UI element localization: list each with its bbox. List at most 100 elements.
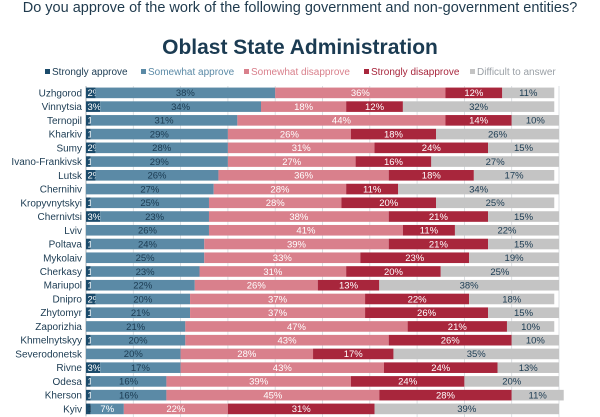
data-label: 28% [270,184,290,195]
bar-segment [365,293,470,305]
data-label: 27% [140,184,160,195]
data-label: 23% [136,267,156,278]
bar-segment [379,279,559,291]
data-label: 28% [436,390,456,401]
data-label: 15% [514,212,534,223]
data-label: 20% [129,335,149,346]
bar-segment [86,128,91,140]
data-label: 11% [519,88,538,99]
bar-segment [237,115,446,126]
bar-segment [86,307,91,319]
category-label: Zhytomyr [40,308,82,319]
bar-segment [90,128,228,140]
bar-segment [227,403,375,415]
data-label: 14% [469,116,489,127]
category-label: Kropyvnytskyi [20,198,82,209]
category-label: Zaporizhia [35,322,82,333]
data-label: 44% [332,116,352,127]
bar-segment [86,293,96,305]
bar-segment [402,101,555,112]
data-label: 20% [124,349,144,360]
bar-segment [194,279,318,291]
data-label: 24% [138,239,158,250]
bar-segment [227,128,351,140]
data-label: 37% [268,308,288,319]
bar-segment [90,334,186,346]
bar-segment [90,403,124,415]
data-label: 15% [514,308,534,319]
data-label: 36% [294,171,314,182]
question-title: Do you approve of the work of the follow… [22,0,578,16]
bar-segment [86,142,96,154]
bar-segment [86,238,91,250]
bar-segment [86,252,205,264]
bar-segment [204,252,361,264]
category-label: Lviv [64,226,82,237]
data-label: 26% [441,335,461,346]
category-label: Uzhgorod [39,88,82,99]
data-label: 35% [467,349,487,360]
data-label: 13% [339,281,359,292]
data-label: 21% [131,308,151,319]
data-label: 17% [344,349,364,360]
data-label: 38% [460,281,480,292]
bar-segment [90,115,238,126]
data-label: 28% [237,349,257,360]
category-label: Lutsk [58,171,83,182]
bar-segment [388,238,489,250]
bar-segment [100,211,209,222]
data-label: 3% [88,102,102,113]
category-label: Severodonetsk [15,349,83,360]
data-label: 2% [88,143,102,154]
data-label: 10% [526,116,546,127]
data-label: 21% [126,322,146,333]
bar-segment [86,224,209,236]
data-label: 15% [514,239,534,250]
bar-segment [86,362,101,373]
data-label: 38% [176,88,196,99]
bar-segment [100,101,262,112]
data-label: 39% [287,239,307,250]
data-label: 20% [133,294,153,305]
bar-segment [95,293,191,305]
legend-label-somewhat-disapprove: Somewhat disapprove [251,67,350,78]
legend-swatch-somewhat-approve [141,69,146,74]
data-label: 23% [405,253,425,264]
bar-segment [86,348,181,360]
data-label: 17% [131,363,151,374]
bar-segment [374,142,489,154]
data-label: 2% [88,294,102,305]
category-label: Ivano-Frankivsk [11,157,83,168]
category-label: Khmelnytskyy [20,336,82,347]
bar-segment [436,197,555,209]
bar-segment [86,376,91,387]
bar-segment [346,101,403,112]
bar-segment [86,403,91,415]
bar-segment [388,334,512,346]
data-label: 28% [152,143,172,154]
bar-segment [86,197,91,209]
bar-segment [180,362,384,373]
legend-label-strongly-approve: Strongly approve [52,67,128,78]
data-label: 20% [384,267,404,278]
data-label: 23% [145,212,165,223]
category-labels: Uzhgorod Vinnytsia Ternopil Kharkiv Sumy Ivan… [11,88,83,415]
data-label: 24% [431,363,451,374]
data-label: 25% [140,198,160,209]
bar-segment [388,211,489,222]
data-label: 21% [429,212,449,223]
bar-segment [393,348,559,360]
bar-segment [86,156,91,167]
category-label: Poltava [49,240,83,251]
bar-segment [502,87,555,99]
category-label: Kherson [45,391,82,402]
bar-segment [90,197,209,209]
legend: Strongly approve Somewhat approve Somewhat… [45,67,556,78]
bar-segment [90,389,167,401]
data-label: 26% [247,281,267,292]
data-label: 41% [296,226,316,237]
data-label: 25% [490,267,510,278]
data-label: 31% [292,404,312,415]
data-label: 37% [268,294,288,305]
